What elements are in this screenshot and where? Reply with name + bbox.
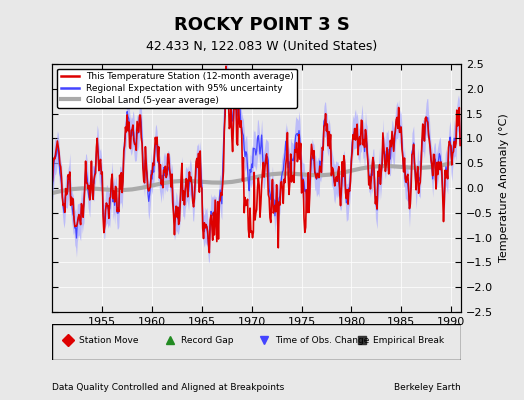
Text: Record Gap: Record Gap (181, 336, 234, 345)
Text: Station Move: Station Move (79, 336, 138, 345)
Text: Empirical Break: Empirical Break (373, 336, 444, 345)
Text: ROCKY POINT 3 S: ROCKY POINT 3 S (174, 16, 350, 34)
Text: Time of Obs. Change: Time of Obs. Change (275, 336, 369, 345)
Text: Data Quality Controlled and Aligned at Breakpoints: Data Quality Controlled and Aligned at B… (52, 383, 285, 392)
Text: 42.433 N, 122.083 W (United States): 42.433 N, 122.083 W (United States) (146, 40, 378, 53)
Y-axis label: Temperature Anomaly (°C): Temperature Anomaly (°C) (499, 114, 509, 262)
Text: Berkeley Earth: Berkeley Earth (395, 383, 461, 392)
Legend: This Temperature Station (12-month average), Regional Expectation with 95% uncer: This Temperature Station (12-month avera… (57, 68, 297, 108)
